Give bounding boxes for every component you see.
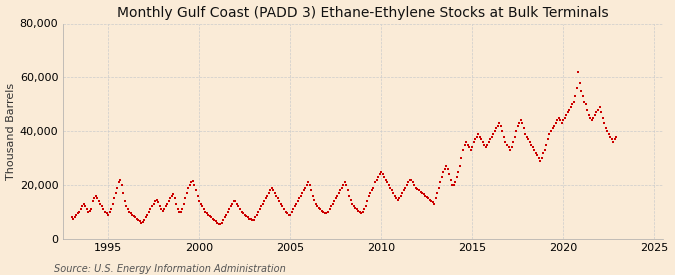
Y-axis label: Thousand Barrels: Thousand Barrels xyxy=(5,82,16,180)
Title: Monthly Gulf Coast (PADD 3) Ethane-Ethylene Stocks at Bulk Terminals: Monthly Gulf Coast (PADD 3) Ethane-Ethyl… xyxy=(117,6,609,20)
Text: Source: U.S. Energy Information Administration: Source: U.S. Energy Information Administ… xyxy=(54,264,286,274)
